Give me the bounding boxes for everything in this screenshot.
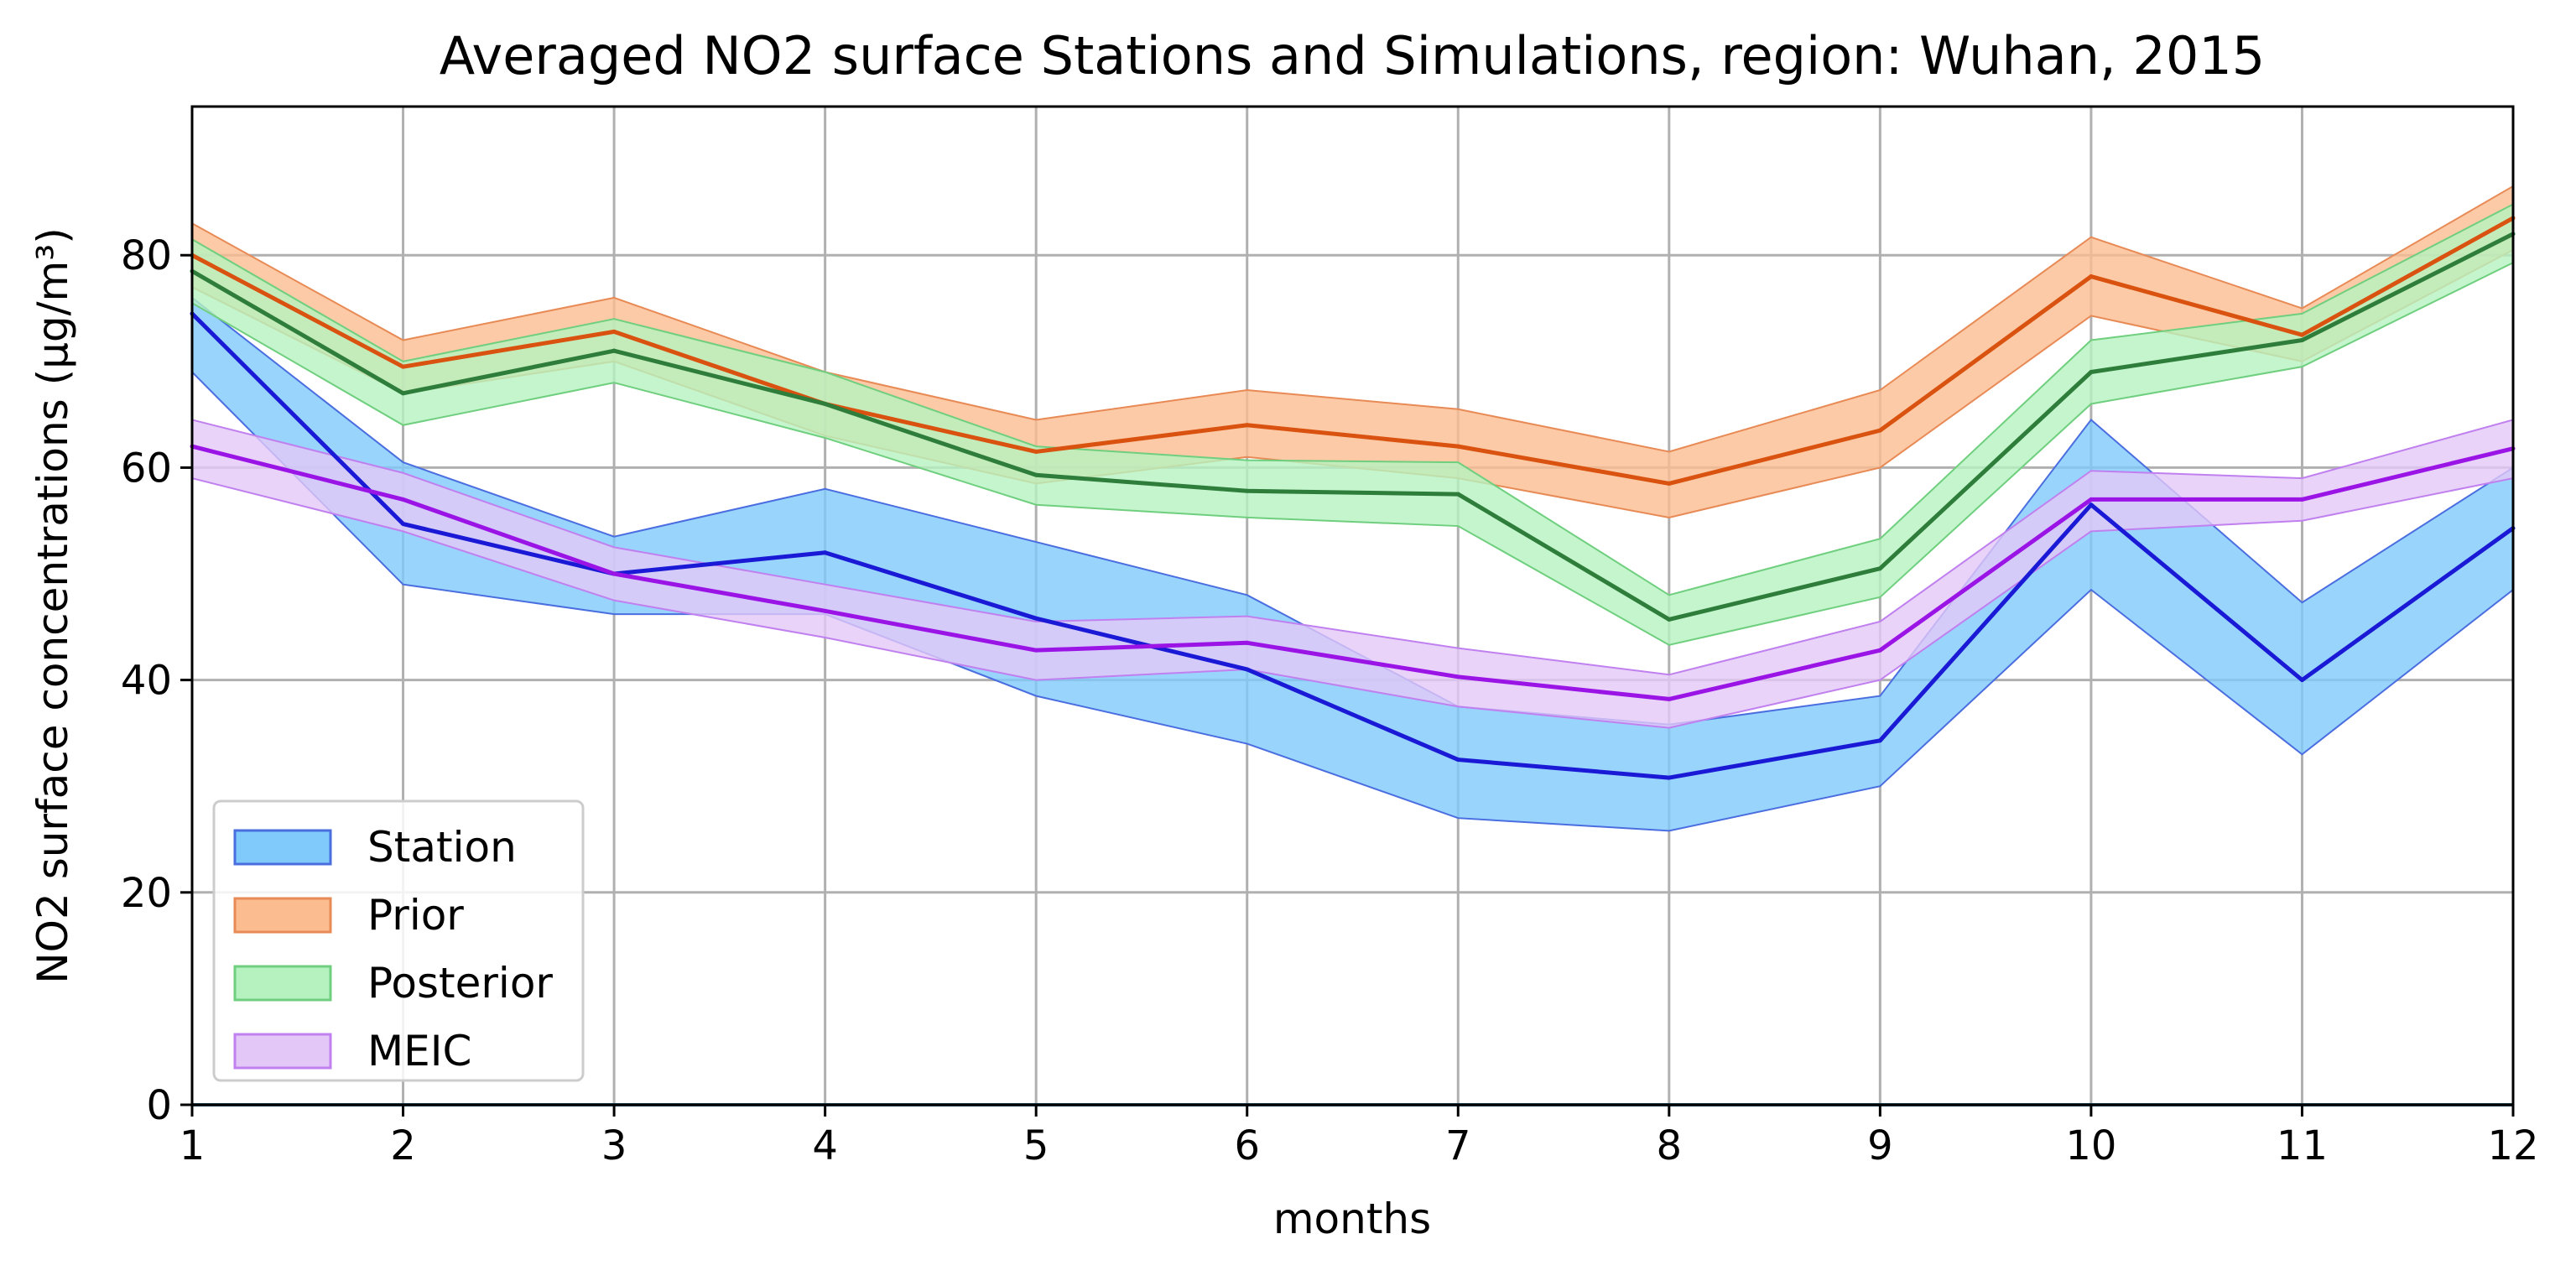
station-point <box>1455 758 1460 763</box>
meic-point <box>1245 640 1250 645</box>
meic-point <box>611 571 617 576</box>
meic-point <box>2299 497 2304 502</box>
meic-point <box>1033 648 1038 653</box>
chart-title: Averaged NO2 surface Stations and Simula… <box>440 25 2265 86</box>
prior-legend-label: Prior <box>367 891 464 940</box>
meic-line <box>191 444 2514 701</box>
station-point <box>1877 738 1882 743</box>
posterior-point <box>1033 472 1038 477</box>
x-axis-label: months <box>1273 1195 1431 1243</box>
meic-point <box>2089 497 2094 502</box>
meic-legend-swatch <box>233 1033 332 1070</box>
posterior-point <box>1455 492 1460 497</box>
posterior-point <box>2089 369 2094 374</box>
x-tick-label: 1 <box>180 1122 206 1169</box>
y-tick-label: 20 <box>121 870 172 917</box>
prior-line <box>190 216 2515 486</box>
station-point <box>823 550 828 555</box>
y-tick-label: 80 <box>121 232 172 279</box>
station-point <box>1667 775 1672 780</box>
meic-point <box>1667 696 1672 701</box>
x-tick-label: 9 <box>1867 1122 1893 1169</box>
station-point <box>1245 667 1250 672</box>
meic-point <box>1877 648 1882 653</box>
x-tick-label: 6 <box>1234 1122 1260 1169</box>
x-tick-label: 12 <box>2487 1122 2538 1169</box>
x-tick-label: 3 <box>601 1122 627 1169</box>
prior-point <box>1877 428 1882 433</box>
station-point <box>1033 616 1038 621</box>
station-line <box>190 312 2515 780</box>
y-axis-ticks: 0 20 40 60 80 <box>121 232 192 1129</box>
posterior-point <box>1667 617 1672 622</box>
meic-point <box>1455 674 1460 679</box>
x-tick-label: 10 <box>2065 1122 2116 1169</box>
prior-point <box>1667 481 1672 486</box>
x-tick-label: 2 <box>390 1122 416 1169</box>
posterior-legend-swatch <box>233 965 332 1002</box>
station-legend-label: Station <box>367 823 517 872</box>
posterior-point <box>1877 566 1882 571</box>
prior-point <box>611 329 617 334</box>
y-tick-label: 40 <box>121 658 172 705</box>
x-tick-label: 5 <box>1023 1122 1049 1169</box>
station-point <box>401 522 406 527</box>
x-tick-label: 4 <box>812 1122 838 1169</box>
x-tick-label: 11 <box>2277 1122 2328 1169</box>
x-axis-ticks: 1 2 3 4 5 6 7 8 9 10 11 12 <box>180 1105 2539 1169</box>
meic-point <box>823 608 828 613</box>
posterior-point <box>1245 488 1250 493</box>
y-tick-label: 60 <box>121 445 172 492</box>
y-tick-label: 0 <box>146 1082 172 1129</box>
station-legend-swatch <box>233 829 332 866</box>
confidence-bands <box>191 185 2514 832</box>
station-point <box>2089 502 2094 508</box>
prior-point <box>1033 449 1038 454</box>
posterior-point <box>611 348 617 353</box>
y-axis-label: NO2 surface concentrations (µg/m³) <box>29 227 77 984</box>
posterior-point <box>401 391 406 396</box>
meic-legend-label: MEIC <box>367 1027 471 1075</box>
posterior-point <box>823 401 828 406</box>
prior-point <box>2089 274 2094 279</box>
x-tick-label: 7 <box>1445 1122 1471 1169</box>
posterior-line <box>190 232 2515 622</box>
prior-point <box>1245 423 1250 428</box>
legend-frame <box>212 799 585 1082</box>
prior-legend-swatch <box>233 897 332 934</box>
posterior-point <box>2299 338 2304 343</box>
plot-frame <box>190 105 2515 1106</box>
legend: Station Prior Posterior MEIC <box>212 799 585 1082</box>
posterior-legend-label: Posterior <box>367 959 553 1007</box>
prior-point <box>1455 444 1460 449</box>
meic-point <box>401 497 406 502</box>
x-tick-label: 8 <box>1657 1122 1683 1169</box>
prior-point <box>2299 332 2304 337</box>
prior-point <box>401 364 406 369</box>
station-point <box>2299 678 2304 683</box>
